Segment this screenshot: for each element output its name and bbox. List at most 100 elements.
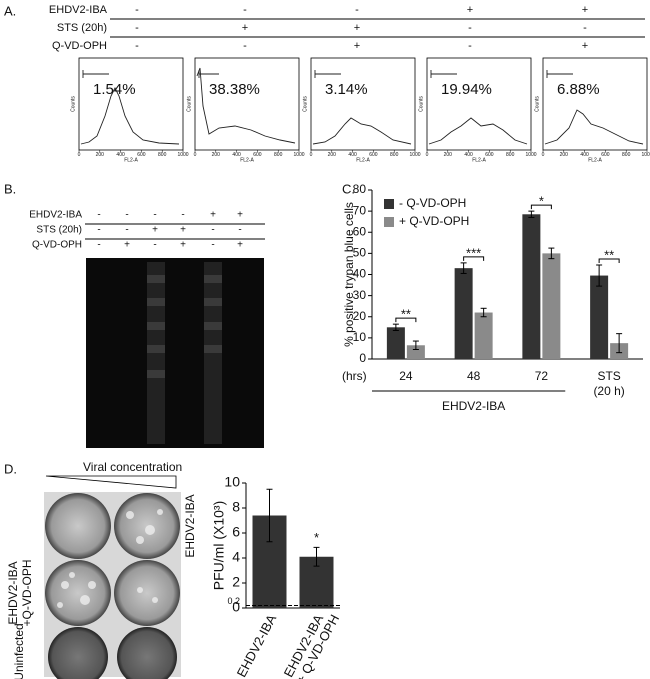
histogram-frame bbox=[542, 57, 648, 151]
histogram-frame bbox=[310, 57, 416, 151]
gate-percentage: 3.14% bbox=[325, 81, 368, 98]
y-axis-label: Counts bbox=[186, 96, 192, 112]
condition-cell: - bbox=[243, 4, 247, 16]
x-tick-label: 48 bbox=[467, 369, 481, 383]
x-tick-label: 24 bbox=[399, 369, 413, 383]
x-tick-label: 200 bbox=[328, 152, 337, 158]
histogram-frame bbox=[194, 57, 300, 151]
panel-label: C. bbox=[342, 181, 355, 196]
condition-cell: + bbox=[354, 22, 360, 34]
x-tick-label: 0 bbox=[194, 152, 197, 158]
x-tick-label: 800 bbox=[274, 152, 283, 158]
significance-bracket bbox=[463, 256, 485, 261]
condition-cell: + bbox=[237, 240, 243, 251]
condition-cell: + bbox=[180, 240, 186, 251]
panel-label: B. bbox=[4, 181, 16, 196]
row-label: STS (20h) bbox=[36, 225, 82, 236]
x-tick-label: 400 bbox=[232, 152, 241, 158]
row-label: EHDV2-IBA bbox=[29, 210, 82, 221]
y-tick-label: 30 bbox=[353, 288, 367, 302]
x-tick-label: 1000 bbox=[177, 152, 188, 158]
bar bbox=[454, 268, 473, 359]
bar bbox=[406, 345, 425, 359]
x-tick-label: 1000 bbox=[641, 152, 650, 158]
condition-cell: + bbox=[354, 40, 360, 52]
significance-mark: *** bbox=[466, 245, 481, 260]
condition-cell: - bbox=[468, 22, 472, 34]
x-tick-label: 600 bbox=[137, 152, 146, 158]
y-tick-label: 4 bbox=[232, 549, 240, 565]
condition-cell: - bbox=[153, 240, 156, 251]
x-tick-label: 0 bbox=[78, 152, 81, 158]
y-axis-label: Counts bbox=[418, 96, 424, 112]
x-tick-label: 1000 bbox=[409, 152, 420, 158]
reference-label: 0.2 bbox=[227, 596, 240, 606]
x-tick-label: 800 bbox=[158, 152, 167, 158]
y-axis-label: PFU/ml (X10³) bbox=[211, 501, 227, 590]
x-tick-label: EHDV2-IBA bbox=[234, 612, 280, 679]
x-tick-label: 600 bbox=[253, 152, 262, 158]
y-tick-label: 0 bbox=[359, 351, 366, 365]
x-axis-label: FL2-A bbox=[124, 157, 138, 163]
condition-cell: - bbox=[211, 225, 214, 236]
y-axis-label: Counts bbox=[534, 96, 540, 112]
bar bbox=[542, 253, 561, 359]
condition-cell: - bbox=[135, 4, 139, 16]
x-axis-label: FL2-A bbox=[588, 157, 602, 163]
row-label: EHDV2-IBA bbox=[6, 561, 20, 624]
y-tick-label: 60 bbox=[353, 224, 367, 238]
row-label: STS (20h) bbox=[57, 22, 107, 34]
histogram-frame bbox=[426, 57, 532, 151]
x-tick-label: 200 bbox=[96, 152, 105, 158]
x-axis-label: FL2-A bbox=[240, 157, 254, 163]
x-tick-label: 0 bbox=[542, 152, 545, 158]
significance-mark: ** bbox=[604, 247, 614, 262]
condition-cell: + bbox=[124, 240, 130, 251]
significance-bracket bbox=[598, 258, 620, 263]
row-label: EHDV2-IBA bbox=[183, 494, 197, 557]
condition-cell: - bbox=[153, 210, 156, 221]
y-tick-label: 80 bbox=[353, 182, 367, 196]
significance-mark: ** bbox=[401, 307, 411, 322]
y-tick-label: 6 bbox=[232, 524, 240, 540]
condition-cell: + bbox=[582, 40, 588, 52]
y-tick-label: 70 bbox=[353, 203, 367, 217]
condition-cell: - bbox=[135, 40, 139, 52]
condition-cell: - bbox=[181, 210, 184, 221]
x-axis-label: FL2-A bbox=[356, 157, 370, 163]
x-unit-label: (hrs) bbox=[342, 369, 367, 383]
condition-cell: + bbox=[242, 22, 248, 34]
bar bbox=[522, 214, 541, 359]
row-label: Uninfected bbox=[12, 623, 26, 679]
y-tick-label: 10 bbox=[353, 330, 367, 344]
x-tick-label: 600 bbox=[601, 152, 610, 158]
significance-bracket bbox=[395, 317, 417, 323]
condition-cell: - bbox=[97, 240, 100, 251]
plaque-images bbox=[44, 475, 181, 679]
bar bbox=[386, 327, 405, 359]
legend-swatch bbox=[384, 199, 394, 209]
gate-percentage: 6.88% bbox=[557, 81, 600, 98]
x-tick-label: 800 bbox=[390, 152, 399, 158]
condition-cell: - bbox=[355, 4, 359, 16]
y-tick-label: 2 bbox=[232, 574, 240, 590]
x-tick-label: 200 bbox=[560, 152, 569, 158]
condition-cell: - bbox=[125, 225, 128, 236]
condition-cell: - bbox=[468, 40, 472, 52]
x-tick-label: 1000 bbox=[293, 152, 304, 158]
panel-label: A. bbox=[4, 3, 16, 18]
condition-cell: - bbox=[243, 40, 247, 52]
significance-bracket bbox=[530, 204, 552, 210]
significance-mark: * bbox=[314, 530, 319, 545]
concentration-label: Viral concentration bbox=[83, 460, 182, 474]
condition-cell: + bbox=[237, 210, 243, 221]
x-tick-label: 400 bbox=[580, 152, 589, 158]
condition-cell: + bbox=[152, 225, 158, 236]
y-axis-label: Counts bbox=[70, 96, 76, 112]
legend-label: - Q-VD-OPH bbox=[399, 196, 466, 210]
row-label: Q-VD-OPH bbox=[52, 40, 107, 52]
x-tick-label: 600 bbox=[485, 152, 494, 158]
x-tick-label: 400 bbox=[116, 152, 125, 158]
y-tick-label: 20 bbox=[353, 309, 367, 323]
